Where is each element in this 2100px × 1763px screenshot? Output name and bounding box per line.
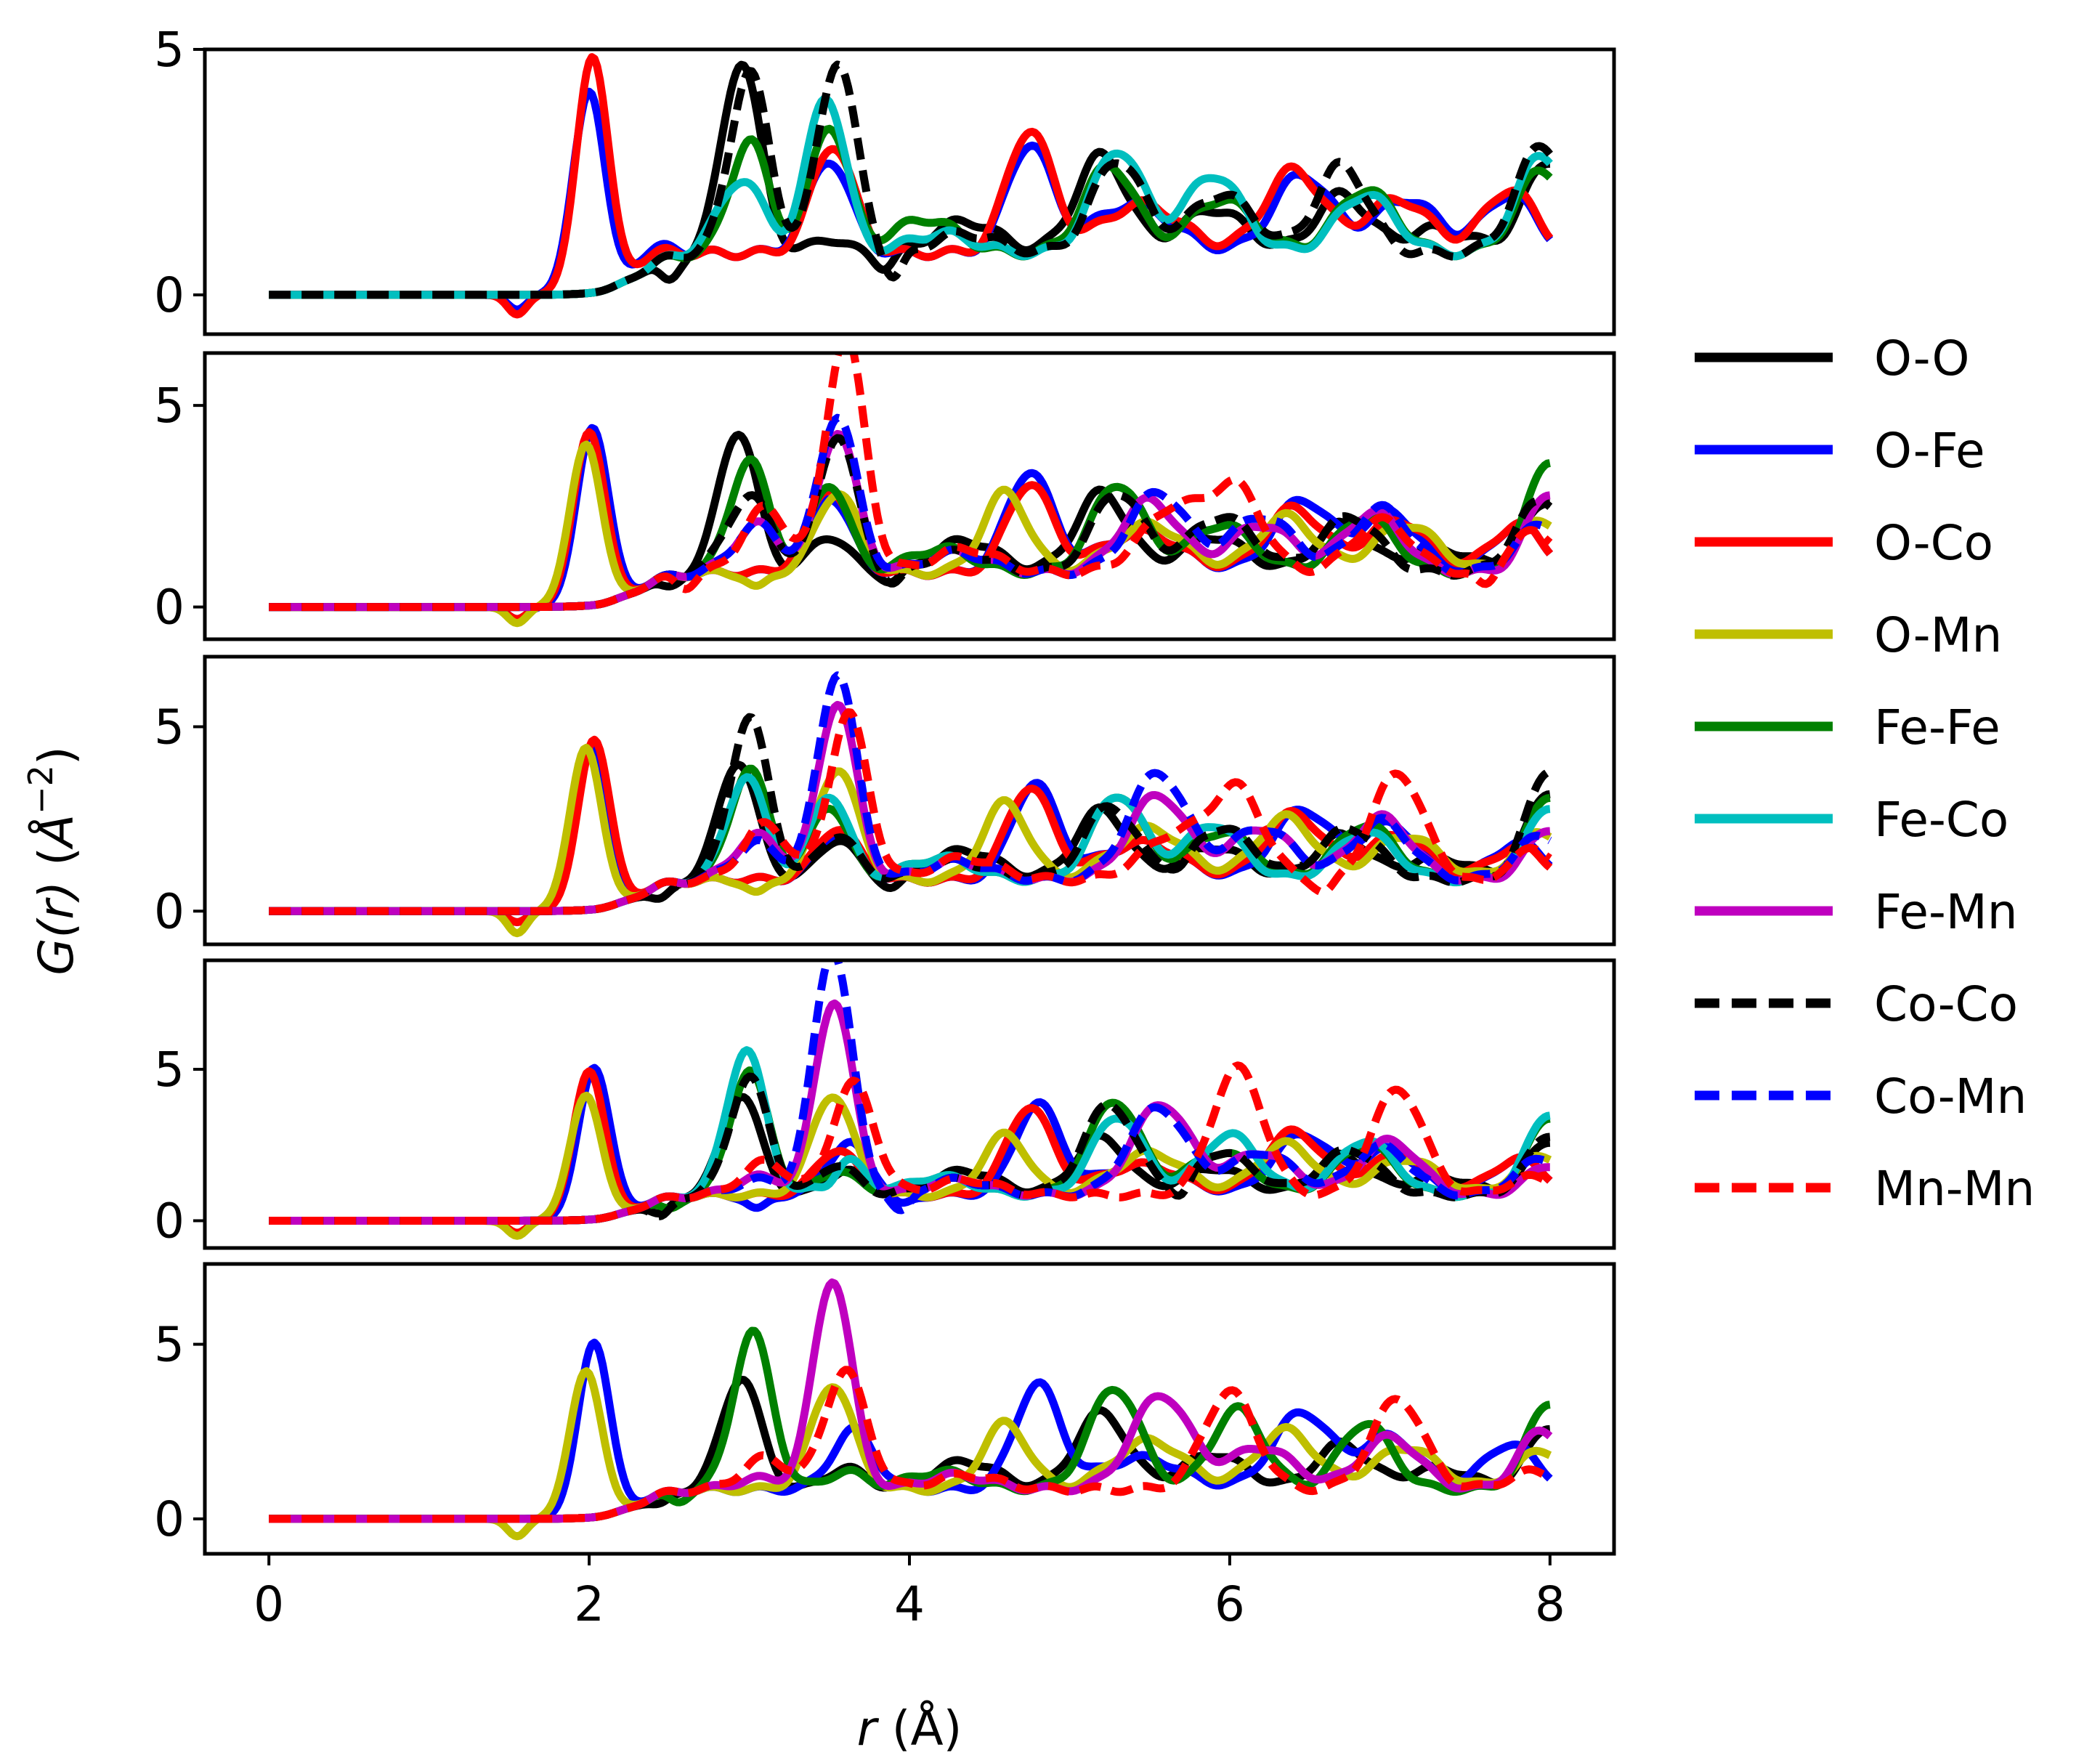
- series-line-mn-mn: [267, 708, 1552, 915]
- legend-label-fe-co: Fe-Co: [1874, 792, 2008, 848]
- y-tick-label: 5: [154, 1317, 185, 1373]
- y-axis-title: G(r) (Å−2): [21, 746, 84, 975]
- legend-label-o-o: O-O: [1874, 331, 1969, 386]
- panel-2: 05: [154, 351, 1616, 641]
- y-tick-label: 0: [154, 580, 185, 636]
- panel-1: 05: [154, 22, 1616, 336]
- x-tick-label: 2: [574, 1576, 604, 1632]
- panel-4-frame: [203, 958, 1616, 1250]
- series-line-fe-co: [267, 94, 1553, 299]
- panel-4-series: [267, 960, 1553, 1240]
- legend-label-o-co: O-Co: [1874, 515, 1993, 571]
- legend-label-fe-mn: Fe-Mn: [1874, 884, 2018, 940]
- series-line-co-co: [267, 60, 1554, 299]
- legend-label-co-mn: Co-Mn: [1874, 1069, 2027, 1124]
- y-tick-label: 0: [154, 1193, 185, 1249]
- legend-label-o-fe: O-Fe: [1874, 423, 1985, 479]
- series-line-mn-mn: [267, 1061, 1552, 1225]
- y-tick-label: 5: [154, 378, 185, 434]
- x-axis: 0 2 4 6 8: [254, 1554, 1565, 1632]
- x-tick-label: 8: [1535, 1576, 1565, 1632]
- legend-label-o-mn: O-Mn: [1874, 607, 2002, 663]
- legend-label-co-co: Co-Co: [1874, 976, 2018, 1032]
- y-tick-label: 0: [154, 267, 185, 323]
- x-tick-label: 6: [1215, 1576, 1245, 1632]
- panel-5-series: [267, 1278, 1553, 1541]
- x-tick-label: 0: [254, 1576, 284, 1632]
- panel-2-frame: [203, 351, 1616, 641]
- legend-label-fe-fe: Fe-Fe: [1874, 700, 2000, 755]
- series-line-co-co: [267, 434, 1553, 612]
- panel-3-series: [267, 671, 1553, 938]
- panel-1-series: [267, 53, 1554, 319]
- series-line-mn-mn: [267, 1366, 1552, 1523]
- panel-1-frame: [203, 47, 1616, 336]
- y-tick-label: 0: [154, 883, 185, 939]
- panel-5: 05: [154, 1262, 1616, 1556]
- y-tick-label: 5: [154, 699, 185, 755]
- legend: O-O O-Fe O-Co O-Mn Fe-Fe Fe-Co Fe-Mn Co-Co Co-Mn…: [1695, 331, 2035, 1217]
- legend-label-mn-mn: Mn-Mn: [1874, 1161, 2035, 1217]
- y-tick-label: 5: [154, 22, 185, 78]
- x-tick-label: 4: [894, 1576, 925, 1632]
- series-line-co-co: [267, 713, 1552, 915]
- y-tick-label: 5: [154, 1042, 185, 1098]
- panel-5-frame: [203, 1262, 1616, 1556]
- panel-3: 05: [154, 654, 1616, 947]
- y-tick-label: 0: [154, 1491, 185, 1547]
- series-line-mn-mn: [267, 353, 1553, 612]
- series-line-co-mn: [267, 413, 1552, 612]
- panel-4: 05: [154, 958, 1616, 1250]
- panel-2-series: [267, 353, 1554, 628]
- x-axis-title: r (Å): [857, 1701, 962, 1756]
- panel-3-frame: [203, 654, 1616, 947]
